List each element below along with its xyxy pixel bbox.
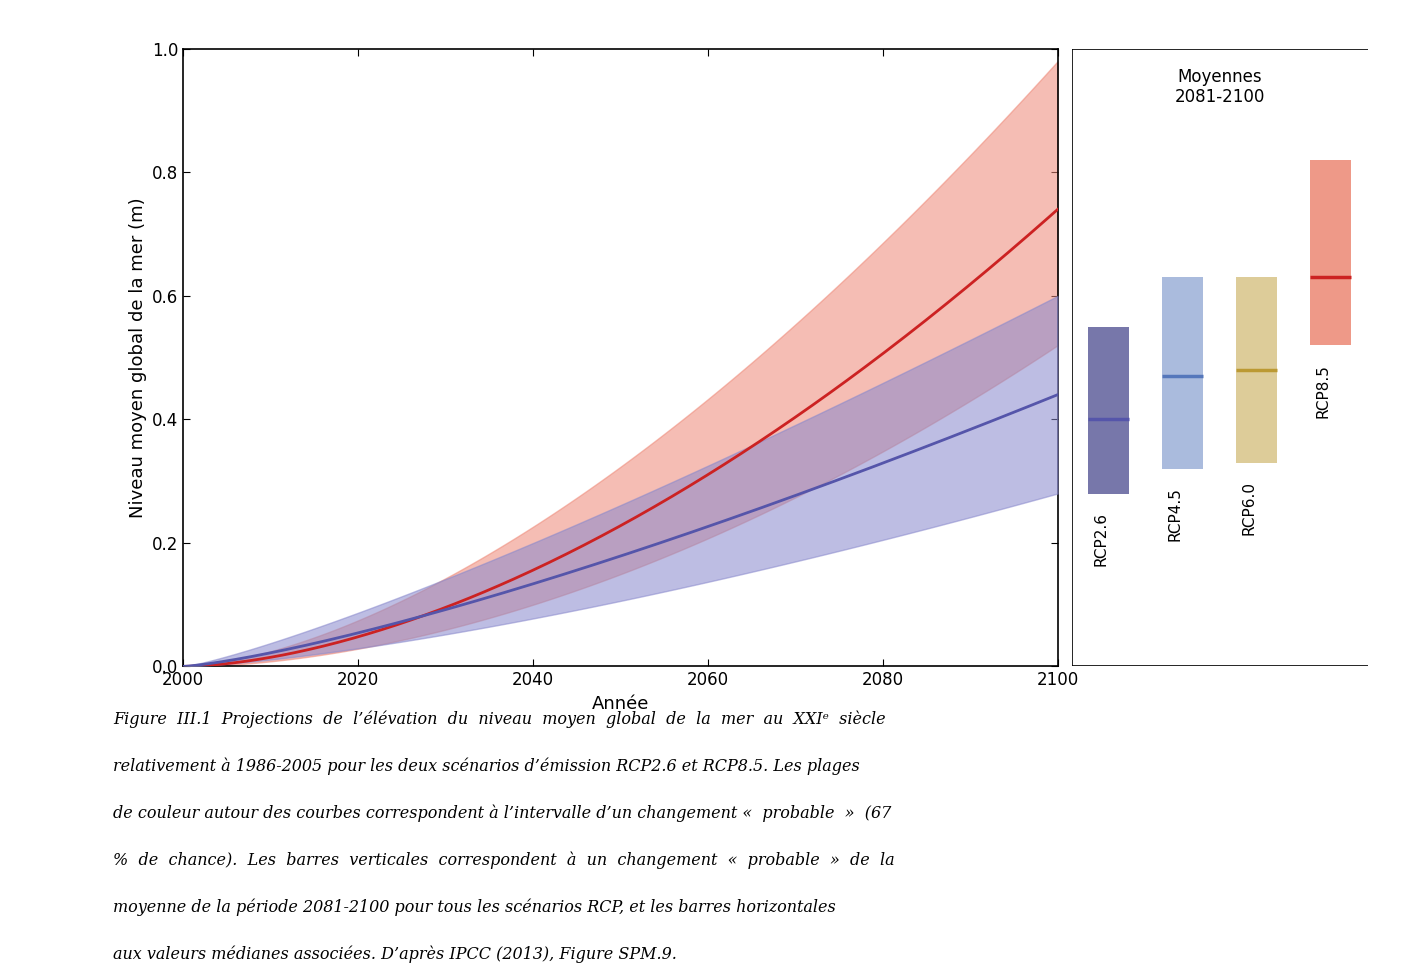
Bar — [1237, 277, 1277, 463]
Bar — [1089, 327, 1129, 494]
Text: de couleur autour des courbes correspondent à l’intervalle d’un changement «  pr: de couleur autour des courbes correspond… — [113, 805, 891, 822]
Text: Figure  III.1  Projections  de  l’élévation  du  niveau  moyen  global  de  la  : Figure III.1 Projections de l’élévation … — [113, 710, 885, 728]
Bar — [1310, 160, 1351, 345]
Text: RCP2.6: RCP2.6 — [1094, 512, 1108, 566]
Text: %  de  chance).  Les  barres  verticales  correspondent  à  un  changement  «  p: % de chance). Les barres verticales corr… — [113, 852, 894, 869]
Text: moyenne de la période 2081-2100 pour tous les scénarios RCP, et les barres horiz: moyenne de la période 2081-2100 pour tou… — [113, 899, 836, 916]
Y-axis label: Niveau moyen global de la mer (m): Niveau moyen global de la mer (m) — [128, 197, 147, 518]
Bar — [1162, 277, 1203, 468]
X-axis label: Année: Année — [592, 695, 649, 712]
Text: RCP4.5: RCP4.5 — [1167, 487, 1183, 541]
Text: relativement à 1986-2005 pour les deux scénarios d’émission RCP2.6 et RCP8.5. Le: relativement à 1986-2005 pour les deux s… — [113, 758, 860, 775]
Text: RCP8.5: RCP8.5 — [1316, 364, 1331, 417]
Text: aux valeurs médianes associées. D’après IPCC (2013), Figure SPM.9.: aux valeurs médianes associées. D’après … — [113, 946, 677, 963]
Text: Moyennes
2081-2100: Moyennes 2081-2100 — [1175, 68, 1265, 106]
Text: RCP6.0: RCP6.0 — [1242, 481, 1256, 535]
